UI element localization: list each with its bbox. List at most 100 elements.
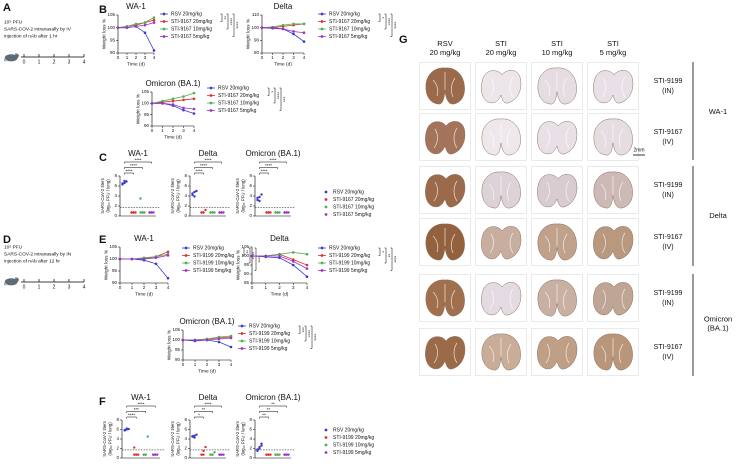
y-axis-label: (log₁₀ PFU / lung) [176, 179, 181, 213]
row-label: (IV) [662, 354, 673, 361]
chart-title: WA-1 [126, 2, 146, 11]
significance-bracket [124, 172, 134, 175]
data-point [123, 179, 126, 183]
significance-bracket [194, 161, 222, 164]
legend-marker [184, 254, 188, 257]
column-header: STI [607, 39, 619, 48]
data-point [166, 254, 170, 257]
significance-bracket [220, 13, 223, 22]
x-tick-label: 1 [194, 362, 197, 367]
data-point [118, 257, 122, 261]
lung-image [475, 113, 527, 161]
data-point [220, 453, 223, 456]
data-point [260, 442, 263, 445]
data-point [193, 338, 197, 342]
legend-label: STI-9167 20mg/kg [329, 19, 370, 25]
legend-label: STI-9199 20mg/kg [193, 253, 234, 259]
x-tick-label: 4 [193, 128, 196, 133]
lung-image [587, 166, 639, 214]
row-label: (IN) [662, 88, 674, 95]
y-tick-label: 2 [114, 203, 117, 208]
significance-label: **** [275, 92, 280, 99]
y-tick-label: 90 [112, 280, 118, 285]
legend-marker [240, 324, 244, 328]
significance-label: *** [134, 407, 140, 412]
y-tick-label: 0 [249, 455, 252, 460]
legend-label: STI-9199 5mg/kg [333, 450, 372, 456]
timeline-label: 0 [23, 284, 26, 290]
chart-title: Omicron (BA.1) [245, 393, 300, 402]
data-point [256, 196, 259, 200]
significance-bracket [126, 411, 146, 413]
data-point [209, 453, 212, 456]
significance-label: ** [386, 254, 391, 258]
schematic-text: 10⁵ PFU [4, 244, 23, 250]
significance-bracket [304, 325, 307, 342]
significance-label: **** [204, 402, 211, 407]
significance-label: ** [262, 413, 266, 418]
data-point [302, 31, 306, 35]
significance-bracket [254, 247, 257, 271]
x-tick-label: 2 [278, 285, 281, 290]
data-point [123, 428, 126, 432]
significance-label: **** [386, 18, 391, 25]
timeline-label: 0 [23, 59, 26, 65]
significance-bracket [378, 247, 381, 256]
y-tick-label: 95 [175, 347, 181, 352]
data-point [150, 211, 153, 214]
significance-label: ** [271, 402, 275, 407]
y-tick-label: 0 [114, 213, 117, 218]
data-point [142, 257, 146, 261]
data-point [269, 211, 272, 214]
data-point [202, 211, 205, 214]
data-point [283, 453, 286, 456]
data-point [276, 453, 279, 456]
legend-label: STI-9167 5mg/kg [218, 108, 257, 114]
data-point [191, 434, 194, 438]
significance-label: **** [134, 158, 141, 163]
x-tick-label: 1 [271, 55, 274, 60]
significance-label: **** [228, 18, 233, 25]
data-point [305, 275, 309, 279]
legend-label: RSV 20mg/kg [171, 11, 202, 17]
y-axis-label: (log₁₀ PFU / lung) [106, 179, 111, 213]
y-tick-label: 105 [109, 244, 117, 249]
data-point [285, 453, 288, 456]
significance-label: * [380, 251, 385, 253]
panel-label: D [3, 234, 11, 246]
data-point [134, 25, 138, 28]
data-point [204, 445, 207, 449]
data-point [274, 211, 277, 214]
y-tick-label: 2 [249, 446, 252, 451]
significance-label: **** [195, 169, 202, 174]
data-point [265, 211, 268, 214]
lung-image [419, 328, 471, 376]
legend-marker [324, 451, 328, 454]
significance-bracket [194, 167, 213, 169]
x-axis-label: Time (d) [164, 134, 182, 140]
lung-image [475, 218, 527, 266]
data-point [281, 27, 285, 31]
data-point [195, 189, 198, 193]
data-point [182, 95, 185, 98]
data-point [305, 267, 309, 270]
lung-image [531, 166, 583, 214]
legend-marker [324, 428, 328, 432]
x-axis-label: Time (d) [198, 368, 216, 374]
data-point [285, 211, 288, 214]
lung-image [531, 328, 583, 376]
significance-label: **** [128, 413, 135, 418]
significance-label: **** [306, 330, 311, 337]
legend-label: STI-9167 20mg/kg [218, 93, 259, 99]
lung-image [419, 113, 471, 161]
data-point [217, 340, 221, 344]
data-point [218, 453, 221, 456]
x-tick-label: 1 [131, 285, 134, 290]
y-tick-label: 90 [175, 357, 181, 362]
data-point [152, 49, 156, 52]
legend-label: RSV 20mg/kg [193, 245, 224, 251]
lung-image [587, 62, 639, 110]
data-point [125, 427, 128, 430]
y-tick-label: 8 [249, 173, 252, 178]
